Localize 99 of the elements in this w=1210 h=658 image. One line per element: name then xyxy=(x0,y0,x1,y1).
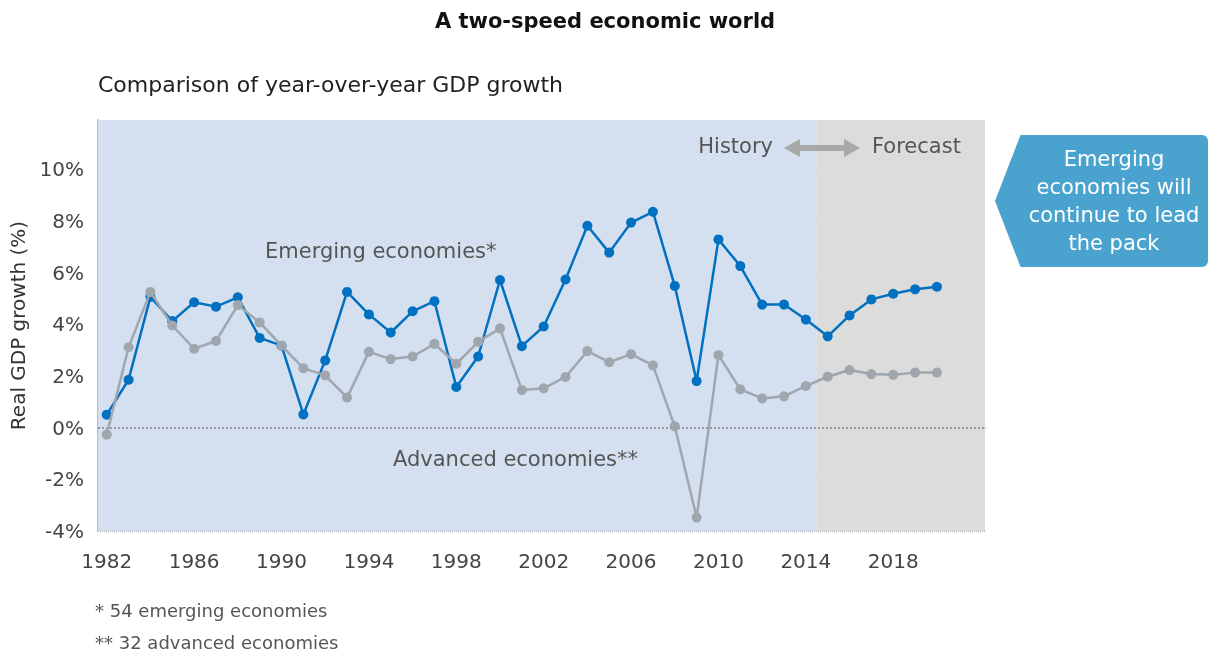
x-tick-label: 1994 xyxy=(343,549,395,573)
point xyxy=(516,385,527,396)
point xyxy=(822,331,833,342)
point xyxy=(429,296,440,307)
x-tick-label: 2006 xyxy=(605,549,657,573)
point xyxy=(363,309,374,320)
point xyxy=(560,274,571,285)
point xyxy=(779,299,789,310)
point xyxy=(669,280,680,291)
point xyxy=(647,206,658,217)
point xyxy=(254,332,265,343)
y-tick-label: 2% xyxy=(52,363,84,388)
point xyxy=(451,358,462,369)
point xyxy=(167,320,178,331)
point xyxy=(691,512,702,523)
point xyxy=(888,369,899,380)
y-tick-label: 6% xyxy=(52,260,84,285)
point xyxy=(691,376,702,387)
band-label: Forecast xyxy=(872,133,961,158)
point xyxy=(626,349,637,360)
y-tick-label: 0% xyxy=(52,415,84,440)
point xyxy=(254,317,265,328)
point xyxy=(145,286,156,297)
point xyxy=(582,346,593,357)
point xyxy=(888,288,899,299)
point xyxy=(560,371,571,382)
point xyxy=(757,393,768,404)
point xyxy=(647,360,658,371)
x-tick-label: 1990 xyxy=(256,549,307,573)
point xyxy=(407,306,418,317)
point xyxy=(822,371,833,382)
point xyxy=(210,336,221,347)
x-tick-label: 1998 xyxy=(430,549,482,573)
text: ** 32 advanced economies xyxy=(95,631,339,653)
x-tick-label: 2010 xyxy=(693,549,744,573)
point xyxy=(626,217,637,228)
point xyxy=(779,391,789,402)
point xyxy=(320,355,331,366)
y-tick-label: 8% xyxy=(52,208,84,233)
point xyxy=(123,374,134,385)
point xyxy=(342,286,353,297)
point xyxy=(604,357,615,368)
point xyxy=(800,314,811,325)
y-tick-label: -2% xyxy=(45,467,84,492)
point xyxy=(298,409,309,420)
point xyxy=(407,351,418,362)
point xyxy=(473,351,484,362)
y-tick-label: 4% xyxy=(52,312,84,337)
x-tick-label: 1986 xyxy=(168,549,220,573)
point xyxy=(342,392,353,403)
point xyxy=(451,382,462,393)
point xyxy=(910,367,921,378)
x-tick-label: 1982 xyxy=(81,549,133,573)
point xyxy=(866,369,877,380)
point xyxy=(320,370,331,381)
point xyxy=(910,284,921,295)
point xyxy=(123,342,134,353)
point xyxy=(101,429,112,440)
x-tick-label: 2014 xyxy=(780,549,832,573)
x-tick-label: 2002 xyxy=(518,549,570,573)
point xyxy=(735,384,746,395)
point xyxy=(385,354,396,365)
point xyxy=(189,343,200,354)
point xyxy=(844,364,855,375)
callout-box: Emerging economies will continue to lead the pack xyxy=(995,135,1208,267)
point xyxy=(516,341,527,352)
point xyxy=(538,321,549,332)
point xyxy=(713,349,724,360)
point xyxy=(232,300,243,311)
chart-subtitle: Comparison of year-over-year GDP growth xyxy=(98,71,564,97)
point xyxy=(298,363,309,374)
point xyxy=(713,234,724,245)
band-label: History xyxy=(698,133,774,158)
point xyxy=(866,294,877,305)
point xyxy=(604,247,615,258)
point xyxy=(582,220,593,231)
point xyxy=(844,310,855,321)
point xyxy=(757,299,768,310)
text: * 54 emerging economies xyxy=(95,599,328,621)
series-label: Emerging economies* xyxy=(265,238,497,263)
chart-title: A two-speed economic world xyxy=(434,8,776,33)
x-tick-label: 2018 xyxy=(867,549,919,573)
point xyxy=(495,323,505,334)
point xyxy=(495,275,505,285)
y-tick-label: -4% xyxy=(45,519,84,543)
series-label: Advanced economies** xyxy=(393,446,639,471)
point xyxy=(363,346,374,357)
point xyxy=(538,383,549,394)
point xyxy=(735,261,746,272)
point xyxy=(385,327,396,338)
point xyxy=(473,336,484,347)
point xyxy=(210,301,221,312)
point xyxy=(931,281,942,292)
point xyxy=(800,380,811,391)
point xyxy=(429,338,440,349)
y-tick-label: 10% xyxy=(39,157,84,182)
y-axis-title: Real GDP growth (%) xyxy=(6,220,30,431)
point xyxy=(931,367,942,378)
point xyxy=(189,297,200,308)
